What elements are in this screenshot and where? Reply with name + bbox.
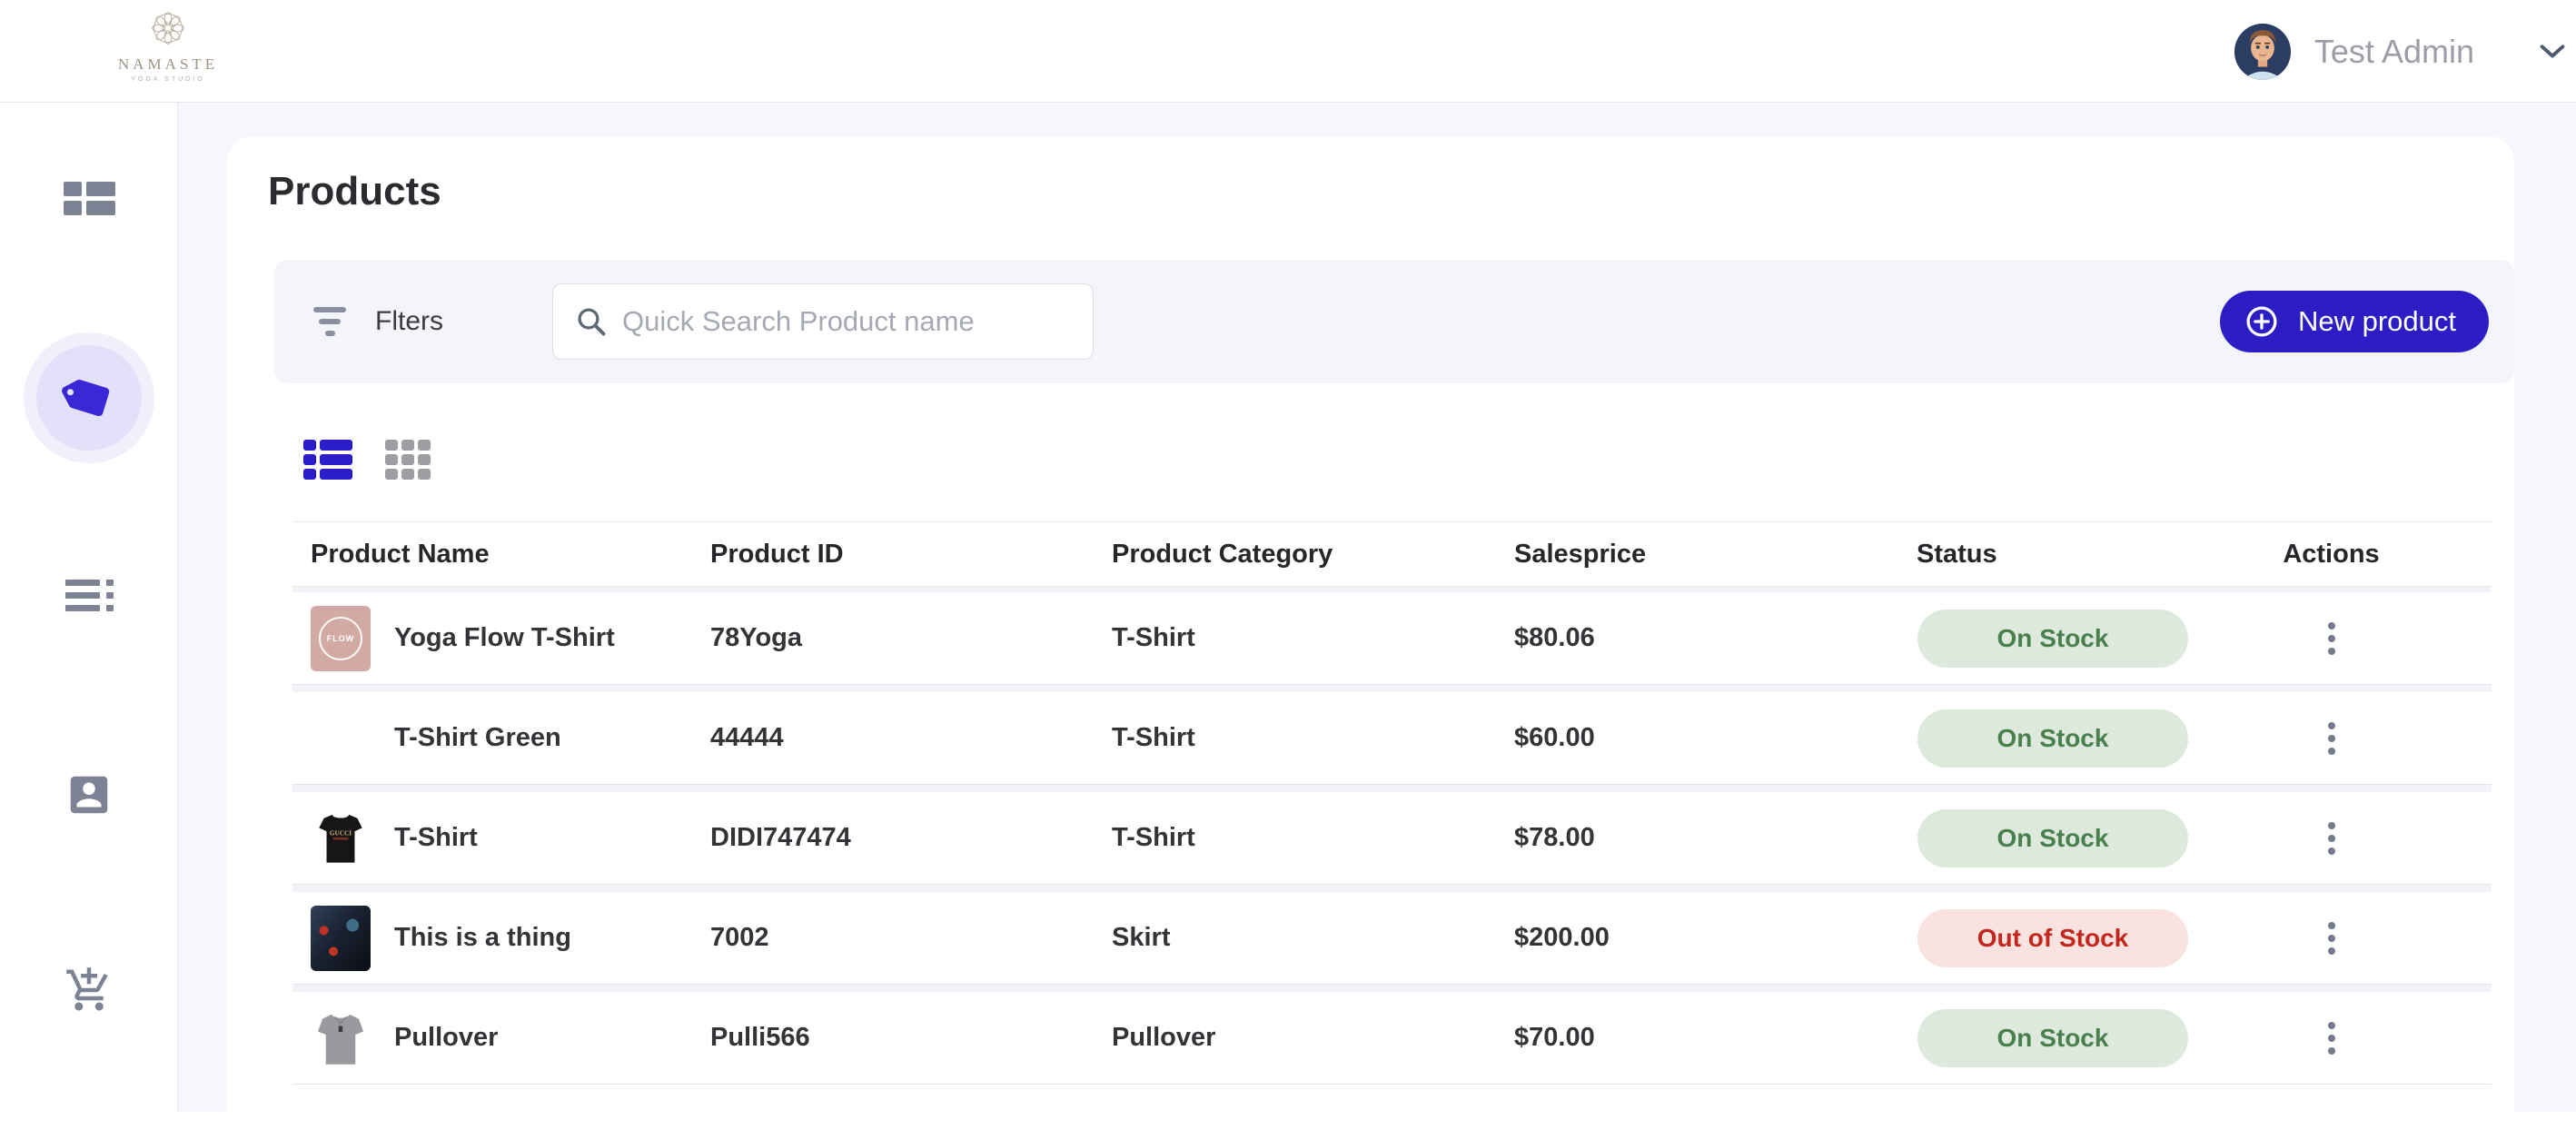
- product-category: T-Shirt: [1112, 723, 1514, 753]
- product-category: T-Shirt: [1112, 823, 1514, 853]
- tag-icon: [54, 363, 124, 432]
- status-badge: On Stock: [1917, 1009, 2188, 1067]
- sidebar-item-dashboard[interactable]: [0, 134, 178, 262]
- filters-label: Flters: [375, 306, 443, 337]
- sidebar-item-customers[interactable]: [0, 731, 178, 858]
- brand-tagline: YOGA STUDIO: [95, 76, 241, 83]
- svg-text:GUCCI: GUCCI: [330, 829, 352, 837]
- product-image: GUCCI: [311, 806, 371, 871]
- page-title: Products: [268, 169, 2514, 214]
- product-category: Pullover: [1112, 1023, 1514, 1053]
- search-input[interactable]: [622, 284, 1093, 359]
- col-product-category: Product Category: [1112, 540, 1514, 570]
- status-badge: On Stock: [1917, 709, 2188, 768]
- logo-mandala-icon: [147, 7, 189, 49]
- active-item-halo: [36, 345, 142, 451]
- product-price: $78.00: [1514, 823, 1917, 853]
- status-badge: On Stock: [1917, 809, 2188, 867]
- row-actions-menu-icon[interactable]: [2312, 813, 2352, 864]
- product-name: T-Shirt: [394, 823, 478, 853]
- plus-circle-icon: [2242, 302, 2282, 342]
- grid-view-icon[interactable]: [385, 440, 431, 480]
- user-menu[interactable]: Test Admin: [2234, 0, 2565, 103]
- product-name: This is a thing: [394, 923, 571, 953]
- col-product-name: Product Name: [311, 540, 710, 570]
- product-id: DIDI747474: [710, 823, 1112, 853]
- product-image: FLOW: [311, 606, 371, 671]
- col-product-id: Product ID: [710, 540, 1112, 570]
- status-badge: Out of Stock: [1917, 909, 2188, 967]
- product-name: T-Shirt Green: [394, 723, 561, 753]
- chevron-down-icon[interactable]: [2540, 45, 2565, 59]
- product-id: Pulli566: [710, 1023, 1112, 1053]
- row-actions-menu-icon[interactable]: [2312, 1013, 2352, 1064]
- sidebar: [0, 103, 178, 1112]
- new-product-button[interactable]: New product: [2220, 291, 2489, 352]
- product-category: T-Shirt: [1112, 623, 1514, 653]
- product-price: $70.00: [1514, 1023, 1917, 1053]
- product-price: $200.00: [1514, 923, 1917, 953]
- brand-logo: NAMASTE YOGA STUDIO: [95, 7, 241, 83]
- list-icon: [65, 580, 114, 611]
- table-header-row: Product Name Product ID Product Category…: [292, 521, 2492, 587]
- search-icon: [575, 305, 608, 338]
- products-table: Product Name Product ID Product Category…: [292, 521, 2492, 1085]
- products-card: Products Flters: [227, 136, 2514, 1130]
- col-status: Status: [1917, 540, 1997, 570]
- table-row: Pullover Pulli566 Pullover $70.00 On Sto…: [292, 992, 2492, 1085]
- product-id: 44444: [710, 723, 1112, 753]
- search-box: [552, 283, 1094, 360]
- main-content: Products Flters: [178, 103, 2576, 1112]
- top-navbar: NAMASTE YOGA STUDIO Test Admin: [0, 0, 2576, 103]
- product-image: [311, 906, 371, 971]
- sidebar-item-products[interactable]: [0, 334, 178, 461]
- product-image: [311, 1006, 371, 1071]
- product-name: Yoga Flow T-Shirt: [394, 623, 615, 653]
- product-id: 78Yoga: [710, 623, 1112, 653]
- product-price: $80.06: [1514, 623, 1917, 653]
- view-toggles: [303, 440, 2514, 480]
- col-salesprice: Salesprice: [1514, 540, 1917, 570]
- filter-icon: [313, 307, 346, 336]
- row-actions-menu-icon[interactable]: [2312, 913, 2352, 964]
- filters-button[interactable]: Flters: [313, 306, 443, 337]
- user-name: Test Admin: [2314, 33, 2474, 71]
- product-category: Skirt: [1112, 923, 1514, 953]
- row-actions-menu-icon[interactable]: [2312, 713, 2352, 764]
- table-row: GUCCI T-Shirt DIDI747474 T-Shirt $78.00 …: [292, 792, 2492, 885]
- row-actions-menu-icon[interactable]: [2312, 613, 2352, 664]
- col-actions: Actions: [2189, 540, 2473, 570]
- brand-name: NAMASTE: [95, 55, 241, 74]
- avatar: [2234, 24, 2291, 80]
- sidebar-item-cart[interactable]: [0, 927, 178, 1054]
- add-shopping-cart-icon: [64, 966, 114, 1015]
- contacts-icon: [64, 770, 114, 819]
- sidebar-item-lists[interactable]: [0, 531, 178, 659]
- filter-toolbar: Flters New product: [274, 260, 2514, 383]
- status-badge: On Stock: [1917, 610, 2188, 668]
- product-id: 7002: [710, 923, 1112, 953]
- table-row: This is a thing 7002 Skirt $200.00 Out o…: [292, 892, 2492, 985]
- dashboard-icon: [64, 182, 115, 215]
- product-price: $60.00: [1514, 723, 1917, 753]
- new-product-label: New product: [2298, 305, 2456, 338]
- table-row: FLOW Yoga Flow T-Shirt 78Yoga T-Shirt $8…: [292, 592, 2492, 685]
- table-row: T-Shirt Green 44444 T-Shirt $60.00 On St…: [292, 692, 2492, 785]
- product-name: Pullover: [394, 1023, 498, 1053]
- list-view-icon[interactable]: [303, 440, 352, 480]
